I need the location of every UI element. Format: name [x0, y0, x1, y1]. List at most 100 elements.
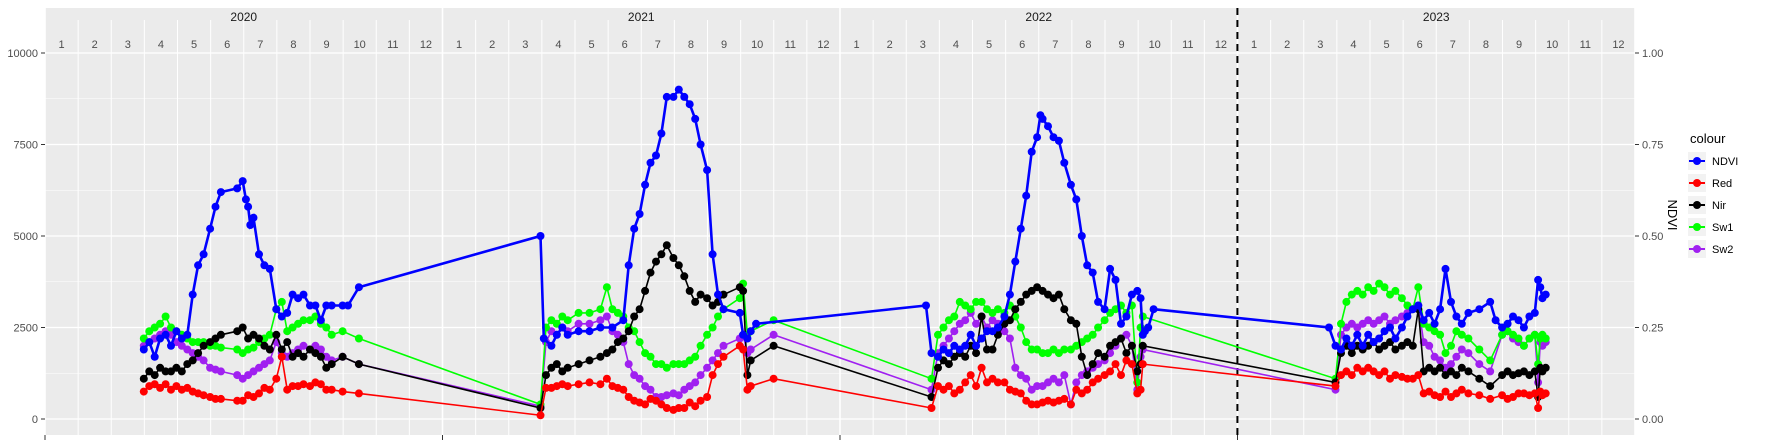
data-point-sw1 — [585, 308, 594, 317]
data-point-red — [944, 382, 953, 391]
data-point-nir — [1060, 305, 1069, 314]
data-point-ndvi — [752, 319, 761, 328]
data-point-red — [354, 389, 363, 398]
data-point-ndvi — [1088, 268, 1097, 277]
data-point-ndvi — [1111, 275, 1120, 284]
data-point-red — [708, 371, 717, 380]
data-point-red — [255, 389, 263, 398]
series-red — [139, 341, 1550, 420]
data-point-nir — [354, 360, 363, 369]
data-point-ndvi — [746, 327, 755, 336]
data-point-ndvi — [1044, 122, 1052, 131]
data-point-sw1 — [1094, 323, 1103, 332]
month-label: 7 — [655, 39, 661, 51]
data-point-ndvi — [1491, 316, 1500, 325]
data-point-sw2 — [1464, 349, 1473, 358]
data-point-nir — [1011, 305, 1020, 314]
data-point-sw2 — [1425, 341, 1434, 350]
data-point-ndvi — [619, 316, 628, 325]
data-point-ndvi — [743, 334, 752, 343]
data-point-red — [972, 382, 981, 391]
data-point-nir — [674, 261, 683, 270]
data-point-ndvi — [1083, 261, 1092, 270]
data-point-red — [265, 385, 274, 394]
data-point-nir — [327, 360, 336, 369]
data-point-ndvi — [1077, 232, 1086, 240]
data-point-ndvi — [1022, 191, 1031, 200]
data-point-sw1 — [1022, 338, 1031, 347]
legend: colour NDVI Red Nir Sw1 Sw2 — [1688, 131, 1738, 258]
data-point-sw1 — [1486, 356, 1495, 365]
data-point-nir — [1094, 349, 1103, 358]
data-point-ndvi — [1414, 301, 1423, 310]
data-point-sw2 — [703, 363, 712, 372]
data-point-sw1 — [735, 294, 744, 303]
data-point-ndvi — [139, 345, 148, 354]
data-point-red — [1436, 393, 1445, 401]
data-point-sw1 — [703, 330, 712, 339]
data-point-ndvi — [927, 349, 936, 358]
data-point-sw1 — [327, 330, 336, 339]
data-point-red — [233, 396, 242, 405]
right-axis-title: NDVI — [1665, 199, 1680, 230]
month-label: 9 — [324, 39, 330, 51]
month-label: 5 — [191, 39, 197, 51]
month-label: 3 — [920, 39, 926, 51]
data-point-nir — [585, 356, 594, 365]
legend-label: Sw1 — [1712, 222, 1733, 234]
data-point-ndvi — [1133, 286, 1142, 295]
data-point-nir — [635, 305, 644, 314]
data-point-ndvi — [641, 180, 650, 189]
data-point-ndvi — [1514, 316, 1523, 325]
data-point-red — [1106, 367, 1115, 376]
data-point-ndvi — [1038, 114, 1047, 123]
data-point-ndvi — [199, 250, 208, 259]
data-point-ndvi — [1419, 316, 1428, 325]
data-point-nir — [1054, 290, 1063, 299]
data-point-ndvi — [574, 327, 583, 336]
month-label: 9 — [1119, 39, 1125, 51]
data-point-nir — [988, 345, 997, 354]
data-point-red — [927, 404, 936, 412]
month-label: 4 — [555, 39, 561, 51]
month-label: 1 — [1251, 39, 1257, 51]
data-point-nir — [630, 312, 639, 321]
data-point-ndvi — [596, 323, 605, 332]
data-point-sw1 — [1519, 341, 1528, 350]
data-point-ndvi — [961, 341, 970, 350]
data-point-red — [272, 374, 281, 383]
data-point-sw2 — [961, 316, 970, 325]
data-point-sw1 — [927, 374, 936, 383]
data-point-sw2 — [719, 341, 728, 350]
data-point-sw2 — [1022, 374, 1031, 383]
month-label: 7 — [1052, 39, 1058, 51]
legend-item-nir: Nir — [1688, 196, 1726, 214]
data-point-ndvi — [246, 221, 255, 229]
month-label: 3 — [125, 39, 131, 51]
left-axis-label: 7500 — [14, 140, 38, 152]
data-point-ndvi — [1452, 312, 1461, 321]
data-point-sw1 — [563, 316, 572, 325]
month-label: 7 — [257, 39, 263, 51]
data-point-ndvi — [1386, 323, 1394, 332]
data-point-nir — [1486, 382, 1495, 391]
data-point-sw2 — [746, 345, 755, 354]
data-point-sw2 — [585, 319, 594, 328]
data-point-red — [1414, 371, 1423, 380]
data-point-sw1 — [1414, 283, 1423, 292]
data-point-sw2 — [1005, 334, 1014, 343]
data-point-nir — [669, 254, 678, 262]
data-point-nir — [1088, 360, 1097, 369]
data-point-sw1 — [1337, 319, 1345, 328]
data-point-sw2 — [1033, 382, 1042, 391]
data-point-sw2 — [199, 356, 208, 365]
data-point-ndvi — [255, 250, 263, 259]
data-point-red — [216, 394, 225, 403]
data-point-ndvi — [708, 250, 717, 259]
data-point-ndvi — [1005, 290, 1014, 299]
data-point-red — [1117, 371, 1125, 380]
legend-key-point — [1693, 201, 1701, 209]
data-point-nir — [662, 241, 671, 250]
data-point-ndvi — [944, 349, 953, 358]
data-point-red — [1541, 389, 1550, 398]
